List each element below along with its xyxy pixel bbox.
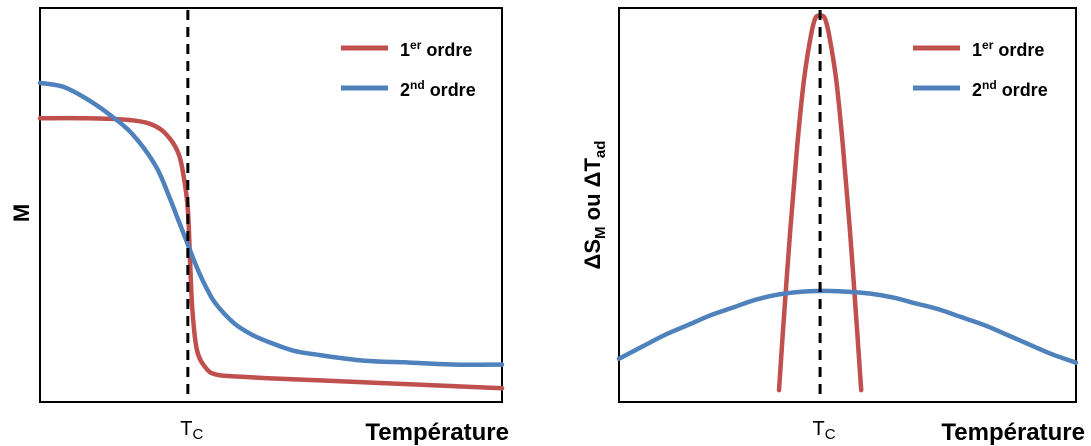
legend-rest: ordre	[421, 40, 472, 60]
legend-label-second: 2nd ordre	[972, 78, 1048, 100]
y-label-part: ΔS	[580, 239, 605, 270]
legend: 1er ordre 2nd ordre	[341, 38, 476, 100]
legend-label-second: 2nd ordre	[400, 78, 476, 100]
x-axis-label: Température	[365, 419, 509, 446]
legend-main: 1	[400, 40, 410, 60]
legend-label-first: 1er ordre	[400, 38, 472, 60]
tick-main: T	[813, 418, 825, 440]
legend-sup: er	[982, 38, 994, 52]
legend-sup: nd	[982, 78, 997, 92]
legend-label-first: 1er ordre	[972, 38, 1044, 60]
plot-area	[37, 80, 505, 391]
legend-rest: ordre	[993, 40, 1044, 60]
series-line-second	[37, 80, 505, 367]
legend-sup: nd	[410, 78, 425, 92]
tick-sub: C	[825, 426, 836, 443]
legend-rest: ordre	[997, 80, 1048, 100]
y-label-sub: M	[592, 226, 609, 239]
series-line-second	[616, 288, 1079, 365]
panel-magnetization: 1er ordre 2nd ordre M Température TC	[9, 7, 509, 446]
y-axis-label: ΔSM ou ΔTad	[580, 141, 609, 270]
legend-rest: ordre	[425, 80, 476, 100]
panel-entropy-change: 1er ordre 2nd ordre ΔSM ou ΔTad Températ…	[580, 7, 1085, 446]
legend-sup: er	[410, 38, 422, 52]
plot-area	[616, 13, 1079, 393]
legend: 1er ordre 2nd ordre	[913, 38, 1048, 100]
legend-main: 2	[972, 80, 982, 100]
tick-sub: C	[193, 426, 204, 443]
tick-main: T	[180, 418, 192, 440]
x-tick-label-tc: TC	[180, 418, 203, 443]
legend-main: 2	[400, 80, 410, 100]
y-axis-label: M	[9, 204, 34, 222]
y-label-part: ou ΔT	[580, 158, 605, 227]
plot-frame	[39, 7, 503, 403]
series-line-first	[37, 115, 505, 391]
plot-frame	[618, 7, 1077, 403]
legend-main: 1	[972, 40, 982, 60]
y-label-sub: ad	[592, 141, 609, 159]
x-tick-label-tc: TC	[813, 418, 836, 443]
x-axis-label: Température	[941, 419, 1085, 446]
